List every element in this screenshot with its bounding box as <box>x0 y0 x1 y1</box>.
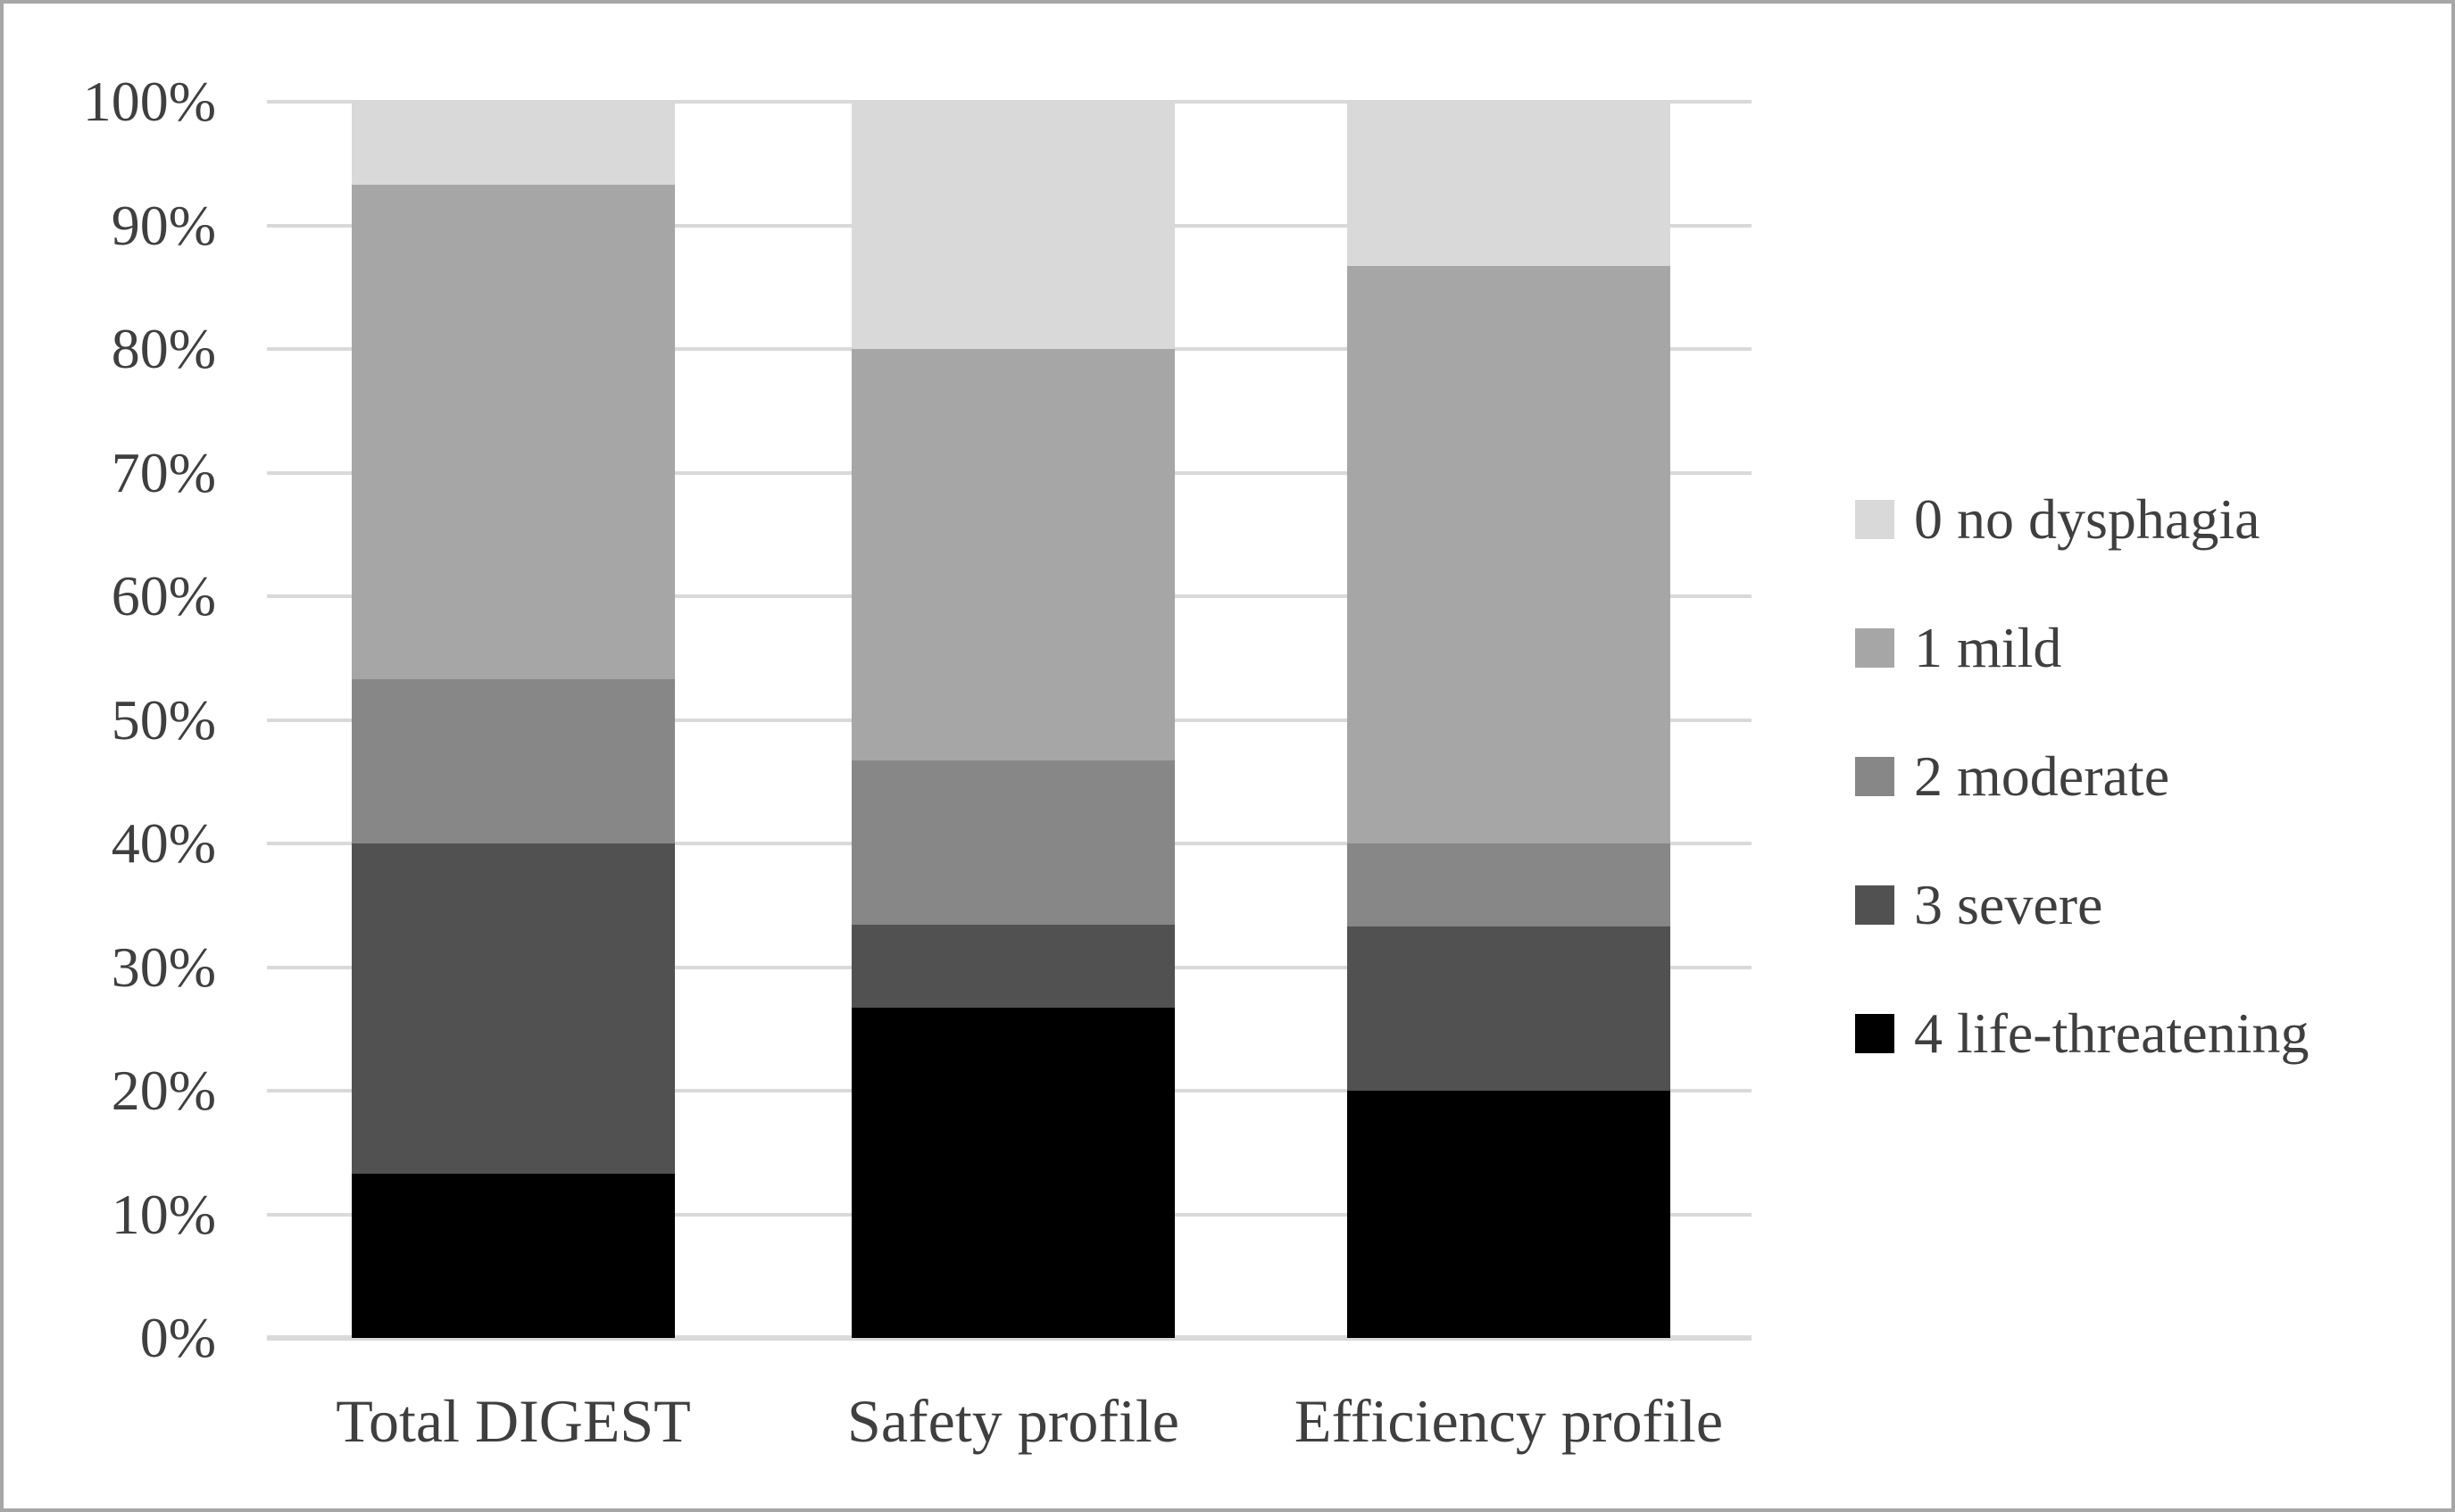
y-tick-label-70: 70% <box>111 440 216 504</box>
bar-segment-safety-profile-2-moderate <box>852 760 1175 925</box>
bar-segment-efficiency-profile-2-moderate <box>1347 843 1670 926</box>
bar-segment-safety-profile-1-mild <box>852 349 1175 760</box>
y-tick-label-0: 0% <box>139 1306 216 1369</box>
bar-segment-total-digest-1-mild <box>352 185 675 679</box>
y-tick-label-20: 20% <box>111 1059 216 1122</box>
y-tick-label-100: 100% <box>82 70 216 133</box>
y-tick-label-40: 40% <box>111 811 216 875</box>
bar-segment-efficiency-profile-0-no-dysphagia <box>1347 102 1670 266</box>
bar-segment-total-digest-0-no-dysphagia <box>352 102 675 185</box>
x-category-label-efficiency-profile: Efficiency profile <box>1294 1387 1724 1455</box>
legend-label-2-moderate: 2 moderate <box>1914 744 2170 808</box>
y-tick-label-10: 10% <box>111 1182 216 1246</box>
legend-swatch-2-moderate <box>1855 757 1894 796</box>
x-axis-line <box>267 1335 1752 1341</box>
legend-label-3-severe: 3 severe <box>1914 873 2103 936</box>
bar-segment-efficiency-profile-1-mild <box>1347 266 1670 843</box>
bar-segment-safety-profile-3-severe <box>852 925 1175 1008</box>
y-tick-label-90: 90% <box>111 193 216 257</box>
bar-segment-total-digest-4-life-threatening <box>352 1174 675 1338</box>
y-tick-label-50: 50% <box>111 687 216 752</box>
legend-label-4-life-threatening: 4 life-threatening <box>1914 1001 2309 1065</box>
x-category-label-safety-profile: Safety profile <box>847 1387 1179 1455</box>
y-tick-label-60: 60% <box>111 564 216 627</box>
bar-segment-safety-profile-4-life-threatening <box>852 1008 1175 1338</box>
legend-swatch-0-no-dysphagia <box>1855 500 1894 539</box>
bar-segment-efficiency-profile-3-severe <box>1347 926 1670 1091</box>
y-tick-label-80: 80% <box>111 317 216 380</box>
legend-label-0-no-dysphagia: 0 no dysphagia <box>1914 487 2260 551</box>
bar-segment-efficiency-profile-4-life-threatening <box>1347 1091 1670 1338</box>
legend-swatch-4-life-threatening <box>1855 1014 1894 1053</box>
legend-label-1-mild: 1 mild <box>1914 616 2062 679</box>
bar-segment-safety-profile-0-no-dysphagia <box>852 102 1175 349</box>
x-category-label-total-digest: Total DIGEST <box>336 1387 691 1455</box>
bar-segment-total-digest-3-severe <box>352 843 675 1174</box>
legend-swatch-3-severe <box>1855 885 1894 925</box>
bar-segment-total-digest-2-moderate <box>352 679 675 843</box>
y-tick-label-30: 30% <box>111 935 216 999</box>
legend-swatch-1-mild <box>1855 628 1894 668</box>
